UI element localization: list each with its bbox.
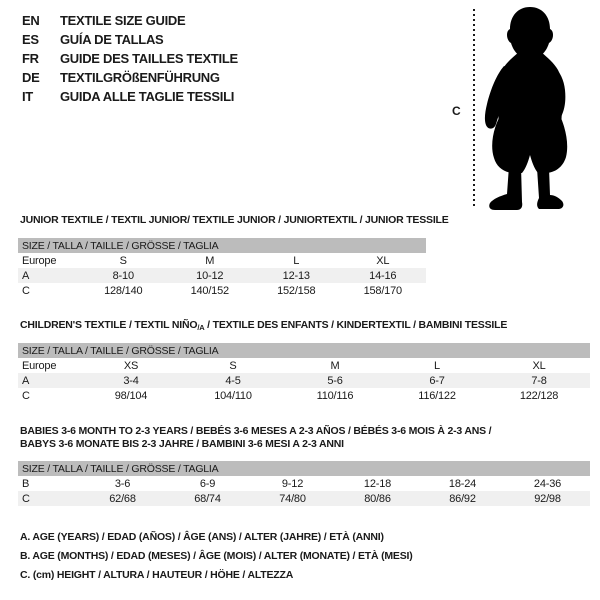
age-cell: 7-8 [531, 374, 547, 387]
size-table-header: SIZE / TALLA / TAILLE / GRÖSSE / TAGLIA [18, 343, 590, 358]
age-cell: 4-5 [225, 374, 241, 387]
height-cell: 104/110 [214, 389, 252, 402]
height-cell: 80/86 [364, 492, 391, 505]
row-label: Europe [22, 359, 57, 372]
table-row-europe: Europe XS S M L XL [18, 358, 590, 373]
height-cell: 74/80 [279, 492, 306, 505]
height-cell: 128/140 [104, 284, 143, 297]
table-row-europe: Europe S M L XL [18, 253, 426, 268]
row-label: C [22, 492, 30, 505]
age-cell: 8-10 [112, 269, 134, 282]
babies-title-line1: BABIES 3-6 MONTH TO 2-3 YEARS / BEBÉS 3-… [20, 425, 492, 437]
children-title-subscript: /A [197, 323, 205, 332]
table-row-months: B 3-6 6-9 9-12 12-18 18-24 24-36 [18, 476, 590, 491]
months-cell: 12-18 [363, 477, 392, 490]
age-cell: 6-7 [429, 374, 445, 387]
height-cell: 92/98 [534, 492, 561, 505]
size-cell: S [229, 359, 237, 372]
note-height-cm: C. (cm) HEIGHT / ALTURA / HAUTEUR / HÖHE… [20, 569, 294, 581]
height-measure-label: C [452, 104, 461, 118]
babies-section-title: BABIES 3-6 MONTH TO 2-3 YEARS / BEBÉS 3-… [20, 425, 492, 451]
note-age-years: A. AGE (YEARS) / EDAD (AÑOS) / ÂGE (ANS)… [20, 531, 384, 543]
page-title: TEXTILE SIZE GUIDE [60, 13, 186, 28]
months-cell: 9-12 [281, 477, 304, 490]
language-code: IT [22, 89, 33, 104]
height-cell: 140/152 [190, 284, 230, 297]
children-title-rest: / TEXTILE DES ENFANTS / KINDERTEXTIL / B… [204, 319, 508, 331]
note-age-months: B. AGE (MONTHS) / EDAD (MESES) / ÂGE (MO… [20, 550, 413, 562]
size-table-header: SIZE / TALLA / TAILLE / GRÖSSE / TAGLIA [18, 238, 426, 253]
size-table-header: SIZE / TALLA / TAILLE / GRÖSSE / TAGLIA [18, 461, 590, 476]
height-cell: 68/74 [194, 492, 221, 505]
size-cell: L [434, 359, 440, 372]
table-row-height: C 62/68 68/74 74/80 80/86 86/92 92/98 [18, 491, 590, 506]
legend-notes: A. AGE (YEARS) / EDAD (AÑOS) / ÂGE (ANS)… [20, 531, 413, 588]
page-title: GUIDE DES TAILLES TEXTILE [60, 51, 238, 66]
row-label: A [22, 269, 30, 282]
junior-section-title: JUNIOR TEXTILE / TEXTIL JUNIOR/ TEXTILE … [20, 214, 449, 226]
age-cell: 3-4 [123, 374, 139, 387]
language-code: DE [22, 70, 40, 85]
size-cell: XS [123, 359, 139, 372]
language-row-it: IT GUIDA ALLE TAGLIE TESSILI [22, 87, 238, 106]
table-row-height: C 128/140 140/152 152/158 158/170 [18, 283, 426, 298]
age-cell: 12-13 [282, 269, 310, 282]
language-row-de: DE TEXTILGRÖßENFÜHRUNG [22, 68, 238, 87]
row-label: B [22, 477, 30, 490]
babies-size-table: SIZE / TALLA / TAILLE / GRÖSSE / TAGLIA … [18, 461, 590, 506]
children-size-table: SIZE / TALLA / TAILLE / GRÖSSE / TAGLIA … [18, 343, 590, 403]
size-cell: M [330, 359, 340, 372]
table-row-age: A 8-10 10-12 12-13 14-16 [18, 268, 426, 283]
language-row-fr: FR GUIDE DES TAILLES TEXTILE [22, 49, 238, 68]
size-cell: S [119, 254, 127, 267]
height-cell: 98/104 [114, 389, 148, 402]
page-title: TEXTILGRÖßENFÜHRUNG [60, 70, 220, 85]
row-label: C [22, 389, 30, 402]
height-cell: 152/158 [277, 284, 316, 297]
size-cell: L [293, 254, 300, 267]
row-label: C [22, 284, 30, 297]
months-cell: 3-6 [114, 477, 131, 490]
height-cell: 158/170 [363, 284, 403, 297]
toddler-silhouette-icon [484, 7, 568, 210]
row-label: A [22, 374, 30, 387]
age-cell: 10-12 [196, 269, 224, 282]
language-row-en: EN TEXTILE SIZE GUIDE [22, 11, 238, 30]
size-cell: M [205, 254, 215, 267]
months-cell: 6-9 [199, 477, 216, 490]
children-section-title: CHILDREN'S TEXTILE / TEXTIL NIÑO/A / TEX… [20, 319, 507, 334]
language-row-es: ES GUÍA DE TALLAS [22, 30, 238, 49]
language-code: FR [22, 51, 39, 66]
row-label: Europe [22, 254, 57, 267]
language-code: EN [22, 13, 40, 28]
babies-title-line2: BABYS 3-6 MONATE BIS 2-3 JAHRE / BAMBINI… [20, 438, 344, 450]
height-cell: 86/92 [449, 492, 476, 505]
height-cell: 110/116 [316, 389, 354, 402]
page-title: GUÍA DE TALLAS [60, 32, 164, 47]
months-cell: 18-24 [448, 477, 477, 490]
height-cell: 116/122 [418, 389, 456, 402]
age-cell: 5-6 [327, 374, 343, 387]
height-cell: 122/128 [519, 389, 559, 402]
months-cell: 24-36 [533, 477, 562, 490]
page-title: GUIDA ALLE TAGLIE TESSILI [60, 89, 235, 104]
height-measure-dotted-line [473, 9, 475, 206]
children-title-main: CHILDREN'S TEXTILE / TEXTIL NIÑO [20, 319, 198, 331]
table-row-age: A 3-4 4-5 5-6 6-7 7-8 [18, 373, 590, 388]
junior-size-table: SIZE / TALLA / TAILLE / GRÖSSE / TAGLIA … [18, 238, 426, 298]
size-cell: XL [532, 359, 546, 372]
language-code: ES [22, 32, 39, 47]
table-row-height: C 98/104 104/110 110/116 116/122 122/128 [18, 388, 590, 403]
silhouette-shape [484, 7, 568, 210]
size-cell: XL [376, 254, 390, 267]
height-cell: 62/68 [109, 492, 136, 505]
age-cell: 14-16 [369, 269, 397, 282]
language-title-list: EN TEXTILE SIZE GUIDE ES GUÍA DE TALLAS … [22, 11, 238, 106]
